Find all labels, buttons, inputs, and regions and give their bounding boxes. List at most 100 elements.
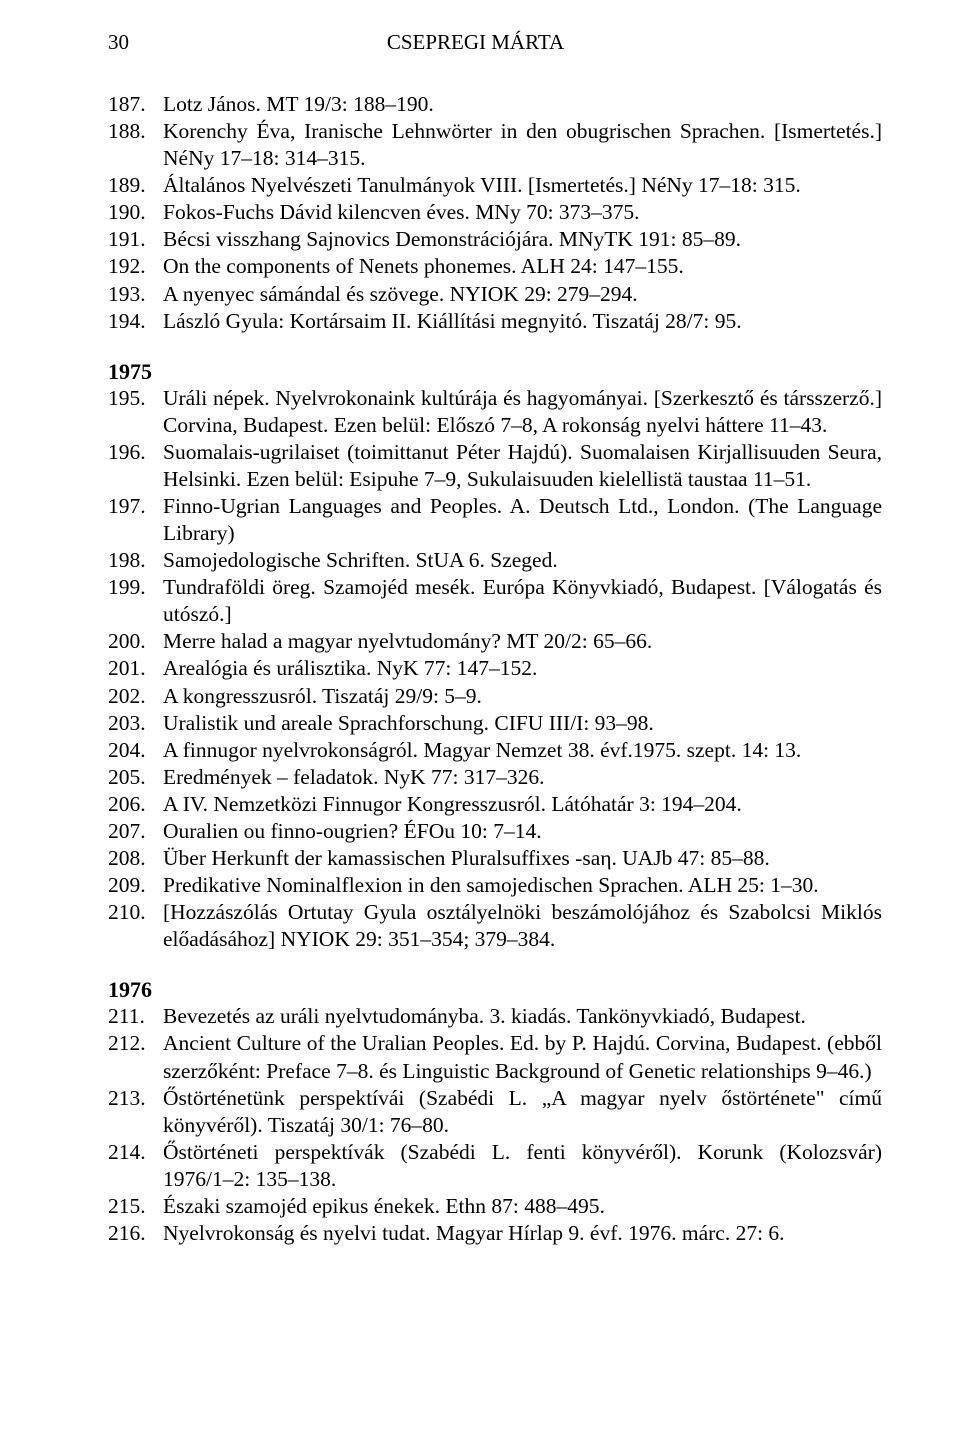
bibliography-entry: 188.Korenchy Éva, Iranische Lehnwörter i… bbox=[108, 118, 882, 172]
entry-text: Északi szamojéd epikus énekek. Ethn 87: … bbox=[163, 1193, 882, 1220]
entry-number: 193. bbox=[108, 281, 163, 308]
entry-text: Eredmények – feladatok. NyK 77: 317–326. bbox=[163, 764, 882, 791]
entry-text: Predikative Nominalflexion in den samoje… bbox=[163, 872, 882, 899]
bibliography-entry: 205.Eredmények – feladatok. NyK 77: 317–… bbox=[108, 764, 882, 791]
entry-number: 211. bbox=[108, 1003, 163, 1030]
bibliography-entry: 216.Nyelvrokonság és nyelvi tudat. Magya… bbox=[108, 1220, 882, 1247]
bibliography-entry: 191.Bécsi visszhang Sajnovics Demonstrác… bbox=[108, 226, 882, 253]
entry-text: Fokos-Fuchs Dávid kilencven éves. MNy 70… bbox=[163, 199, 882, 226]
bibliography-entry: 202.A kongresszusról. Tiszatáj 29/9: 5–9… bbox=[108, 683, 882, 710]
entry-number: 201. bbox=[108, 655, 163, 682]
bibliography-entry: 206.A IV. Nemzetközi Finnugor Kongresszu… bbox=[108, 791, 882, 818]
entry-number: 192. bbox=[108, 253, 163, 280]
entry-text: Bécsi visszhang Sajnovics Demonstrációjá… bbox=[163, 226, 882, 253]
entry-number: 206. bbox=[108, 791, 163, 818]
entry-text: Uráli népek. Nyelvrokonaink kultúrája és… bbox=[163, 385, 882, 439]
entry-number: 214. bbox=[108, 1139, 163, 1193]
entry-text: Nyelvrokonság és nyelvi tudat. Magyar Hí… bbox=[163, 1220, 882, 1247]
entry-block: 187.Lotz János. MT 19/3: 188–190.188.Kor… bbox=[108, 91, 882, 335]
entry-number: 215. bbox=[108, 1193, 163, 1220]
bibliography-entry: 196.Suomalais-ugrilaiset (toimittanut Pé… bbox=[108, 439, 882, 493]
bibliography-entry: 195.Uráli népek. Nyelvrokonaink kultúráj… bbox=[108, 385, 882, 439]
entry-number: 207. bbox=[108, 818, 163, 845]
bibliography-entry: 214.Őstörténeti perspektívák (Szabédi L.… bbox=[108, 1139, 882, 1193]
bibliography-entry: 198.Samojedologische Schriften. StUA 6. … bbox=[108, 547, 882, 574]
bibliography-entry: 209.Predikative Nominalflexion in den sa… bbox=[108, 872, 882, 899]
entry-text: A nyenyec sámándal és szövege. NYIOK 29:… bbox=[163, 281, 882, 308]
entry-text: A kongresszusról. Tiszatáj 29/9: 5–9. bbox=[163, 683, 882, 710]
entry-text: Lotz János. MT 19/3: 188–190. bbox=[163, 91, 882, 118]
bibliography-entry: 194.László Gyula: Kortársaim II. Kiállít… bbox=[108, 308, 882, 335]
entry-text: On the components of Nenets phonemes. AL… bbox=[163, 253, 882, 280]
bibliography-entry: 192.On the components of Nenets phonemes… bbox=[108, 253, 882, 280]
bibliography-entry: 212.Ancient Culture of the Uralian Peopl… bbox=[108, 1030, 882, 1084]
entry-number: 210. bbox=[108, 899, 163, 953]
entry-text: László Gyula: Kortársaim II. Kiállítási … bbox=[163, 308, 882, 335]
entry-number: 202. bbox=[108, 683, 163, 710]
bibliography-entry: 203.Uralistik und areale Sprachforschung… bbox=[108, 710, 882, 737]
bibliography-entry: 187.Lotz János. MT 19/3: 188–190. bbox=[108, 91, 882, 118]
entry-text: A finnugor nyelvrokonságról. Magyar Nemz… bbox=[163, 737, 882, 764]
page-header: 30 CSEPREGI MÁRTA bbox=[108, 30, 882, 55]
entry-text: Őstörténetünk perspektívái (Szabédi L. „… bbox=[163, 1085, 882, 1139]
entry-block: 195.Uráli népek. Nyelvrokonaink kultúráj… bbox=[108, 385, 882, 954]
entry-text: Finno-Ugrian Languages and Peoples. A. D… bbox=[163, 493, 882, 547]
entry-number: 203. bbox=[108, 710, 163, 737]
entry-text: Über Herkunft der kamassischen Pluralsuf… bbox=[163, 845, 882, 872]
bibliography-entry: 193.A nyenyec sámándal és szövege. NYIOK… bbox=[108, 281, 882, 308]
year-heading: 1975 bbox=[108, 359, 882, 385]
entry-number: 209. bbox=[108, 872, 163, 899]
entry-number: 205. bbox=[108, 764, 163, 791]
bibliography-entry: 199.Tundraföldi öreg. Szamojéd mesék. Eu… bbox=[108, 574, 882, 628]
bibliography-entry: 207.Ouralien ou finno-ougrien? ÉFOu 10: … bbox=[108, 818, 882, 845]
bibliography-entry: 200.Merre halad a magyar nyelvtudomány? … bbox=[108, 628, 882, 655]
bibliography-content: 187.Lotz János. MT 19/3: 188–190.188.Kor… bbox=[108, 91, 882, 1247]
bibliography-entry: 197.Finno-Ugrian Languages and Peoples. … bbox=[108, 493, 882, 547]
page: 30 CSEPREGI MÁRTA 187.Lotz János. MT 19/… bbox=[0, 0, 960, 1455]
bibliography-entry: 213.Őstörténetünk perspektívái (Szabédi … bbox=[108, 1085, 882, 1139]
entry-number: 189. bbox=[108, 172, 163, 199]
entry-number: 188. bbox=[108, 118, 163, 172]
entry-number: 190. bbox=[108, 199, 163, 226]
bibliography-entry: 208.Über Herkunft der kamassischen Plura… bbox=[108, 845, 882, 872]
entry-text: Ancient Culture of the Uralian Peoples. … bbox=[163, 1030, 882, 1084]
entry-text: Merre halad a magyar nyelvtudomány? MT 2… bbox=[163, 628, 882, 655]
entry-number: 187. bbox=[108, 91, 163, 118]
entry-text: Bevezetés az uráli nyelvtudományba. 3. k… bbox=[163, 1003, 882, 1030]
entry-text: Általános Nyelvészeti Tanulmányok VIII. … bbox=[163, 172, 882, 199]
entry-number: 199. bbox=[108, 574, 163, 628]
bibliography-entry: 190.Fokos-Fuchs Dávid kilencven éves. MN… bbox=[108, 199, 882, 226]
entry-text: A IV. Nemzetközi Finnugor Kongresszusról… bbox=[163, 791, 882, 818]
entry-number: 204. bbox=[108, 737, 163, 764]
entry-number: 212. bbox=[108, 1030, 163, 1084]
entry-number: 191. bbox=[108, 226, 163, 253]
entry-number: 195. bbox=[108, 385, 163, 439]
bibliography-entry: 201.Arealógia és urálisztika. NyK 77: 14… bbox=[108, 655, 882, 682]
entry-number: 213. bbox=[108, 1085, 163, 1139]
entry-text: Suomalais-ugrilaiset (toimittanut Péter … bbox=[163, 439, 882, 493]
page-number: 30 bbox=[108, 30, 129, 55]
entry-number: 200. bbox=[108, 628, 163, 655]
entry-text: Ouralien ou finno-ougrien? ÉFOu 10: 7–14… bbox=[163, 818, 882, 845]
entry-text: Korenchy Éva, Iranische Lehnwörter in de… bbox=[163, 118, 882, 172]
entry-number: 197. bbox=[108, 493, 163, 547]
bibliography-entry: 204.A finnugor nyelvrokonságról. Magyar … bbox=[108, 737, 882, 764]
entry-number: 194. bbox=[108, 308, 163, 335]
entry-text: Arealógia és urálisztika. NyK 77: 147–15… bbox=[163, 655, 882, 682]
entry-text: Tundraföldi öreg. Szamojéd mesék. Európa… bbox=[163, 574, 882, 628]
bibliography-entry: 189.Általános Nyelvészeti Tanulmányok VI… bbox=[108, 172, 882, 199]
entry-text: [Hozzászólás Ortutay Gyula osztályelnöki… bbox=[163, 899, 882, 953]
entry-number: 198. bbox=[108, 547, 163, 574]
entry-text: Samojedologische Schriften. StUA 6. Szeg… bbox=[163, 547, 882, 574]
entry-number: 196. bbox=[108, 439, 163, 493]
year-heading: 1976 bbox=[108, 977, 882, 1003]
entry-text: Őstörténeti perspektívák (Szabédi L. fen… bbox=[163, 1139, 882, 1193]
entry-number: 216. bbox=[108, 1220, 163, 1247]
bibliography-entry: 215.Északi szamojéd epikus énekek. Ethn … bbox=[108, 1193, 882, 1220]
entry-text: Uralistik und areale Sprachforschung. CI… bbox=[163, 710, 882, 737]
bibliography-entry: 210.[Hozzászólás Ortutay Gyula osztályel… bbox=[108, 899, 882, 953]
running-title: CSEPREGI MÁRTA bbox=[129, 30, 822, 55]
bibliography-entry: 211.Bevezetés az uráli nyelvtudományba. … bbox=[108, 1003, 882, 1030]
entry-block: 211.Bevezetés az uráli nyelvtudományba. … bbox=[108, 1003, 882, 1247]
entry-number: 208. bbox=[108, 845, 163, 872]
